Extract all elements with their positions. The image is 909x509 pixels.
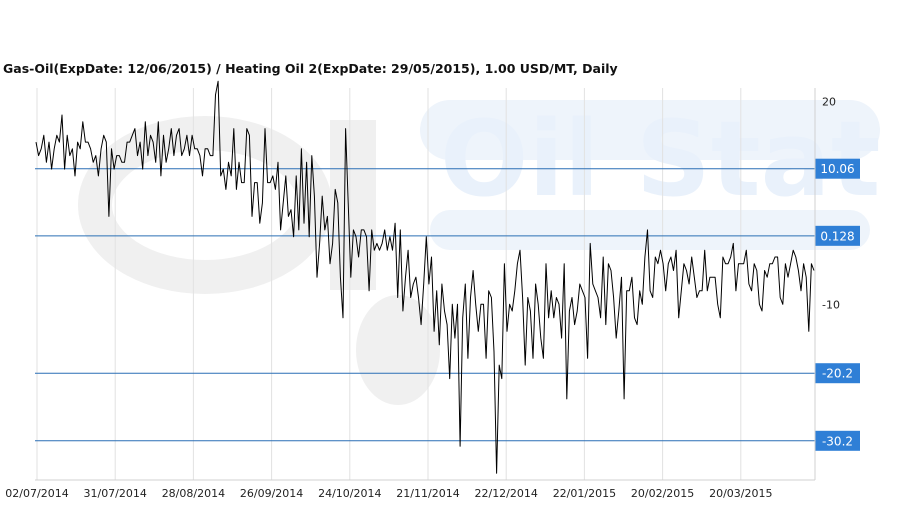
- watermark-text: Oil Stat: [440, 98, 880, 220]
- reference-badge-label: 0.128: [820, 229, 854, 243]
- x-tick-label: 02/07/2014: [5, 487, 68, 500]
- y-tick-label: 20: [822, 96, 836, 109]
- oilstat-watermark: Oil Stat: [78, 98, 880, 405]
- chart-title: Gas-Oil(ExpDate: 12/06/2015) / Heating O…: [3, 61, 618, 76]
- reference-badge-label: -30.2: [822, 434, 853, 448]
- series-layer: [35, 80, 815, 474]
- x-tick-label: 22/12/2014: [474, 487, 537, 500]
- x-tick-label: 31/07/2014: [83, 487, 146, 500]
- x-tick-label: 20/03/2015: [709, 487, 772, 500]
- reference-badge: [815, 430, 860, 451]
- x-tick-label: 21/11/2014: [396, 487, 459, 500]
- axis-labels: 02/07/2014 31/07/2014 28/08/2014 26/09/2014…: [5, 96, 840, 500]
- reference-badge: [815, 363, 860, 384]
- reference-lines: 10.06 0.128 -20.2 -30.2: [35, 158, 860, 451]
- x-tick-label: 22/01/2015: [553, 487, 616, 500]
- reference-badge: [815, 158, 860, 179]
- x-tick-label: 24/10/2014: [318, 487, 381, 500]
- reference-badge-label: -20.2: [822, 367, 853, 381]
- x-tick-label: 28/08/2014: [162, 487, 225, 500]
- reference-badge-label: 10.06: [820, 162, 854, 176]
- y-tick-label: -10: [822, 298, 840, 311]
- reference-badge: [815, 225, 860, 246]
- vertical-grid: [36, 88, 742, 480]
- x-tick-label: 26/09/2014: [240, 487, 303, 500]
- series-line: [35, 80, 815, 474]
- x-tick-label: 20/02/2015: [631, 487, 694, 500]
